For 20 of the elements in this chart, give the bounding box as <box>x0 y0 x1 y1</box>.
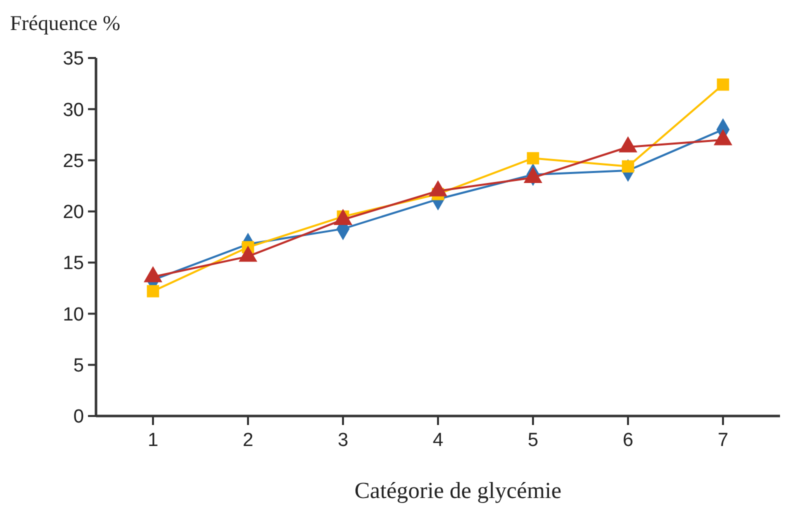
x-tick-label: 7 <box>718 430 728 451</box>
point <box>716 78 730 91</box>
point <box>526 152 540 164</box>
y-tick-label: 5 <box>73 356 84 377</box>
x-axis-title: Catégorie de glycémie <box>354 478 562 503</box>
x-tick-label: 2 <box>242 430 254 451</box>
y-tick-label: 30 <box>62 100 84 121</box>
x-tick-label: 3 <box>338 430 348 451</box>
y-tick-label: 0 <box>73 406 84 428</box>
y-axis-title: Fréquence % <box>10 11 120 35</box>
x-tick-label: 5 <box>528 430 538 451</box>
x-tick-label: 1 <box>148 430 158 451</box>
y-tick-label: 35 <box>62 48 84 70</box>
x-tick-label: 4 <box>432 430 444 451</box>
point <box>146 285 160 298</box>
y-tick-label: 25 <box>62 150 84 172</box>
x-tick-label: 6 <box>622 430 634 451</box>
y-tick-label: 15 <box>62 253 84 274</box>
y-tick-label: 10 <box>62 304 84 326</box>
y-tick-label: 20 <box>62 202 84 224</box>
